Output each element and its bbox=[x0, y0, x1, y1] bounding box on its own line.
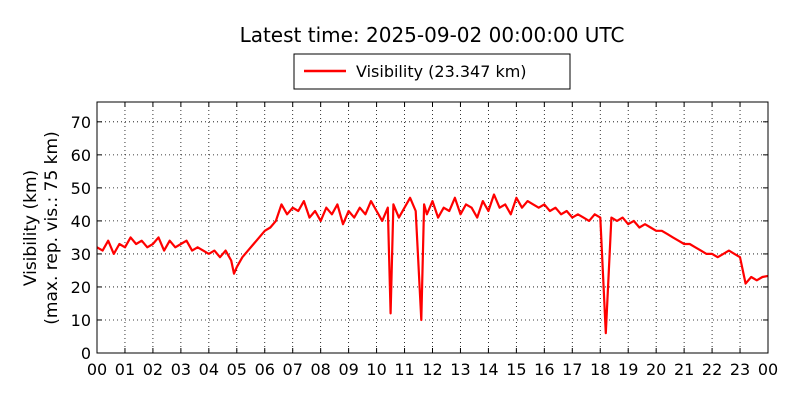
x-tick-label: 12 bbox=[422, 360, 442, 379]
x-tick-label: 09 bbox=[338, 360, 358, 379]
x-tick-label: 03 bbox=[171, 360, 191, 379]
x-tick-label: 00 bbox=[758, 360, 778, 379]
x-tick-label: 11 bbox=[394, 360, 414, 379]
y-tick-label: 60 bbox=[71, 146, 91, 165]
x-tick-label: 00 bbox=[87, 360, 107, 379]
legend-label: Visibility (23.347 km) bbox=[356, 62, 527, 81]
legend: Visibility (23.347 km) bbox=[293, 53, 571, 90]
y-tick-label: 40 bbox=[71, 212, 91, 231]
chart-title: Latest time: 2025-09-02 00:00:00 UTC bbox=[240, 23, 625, 47]
x-tick-label: 06 bbox=[255, 360, 275, 379]
y-tick-label: 10 bbox=[71, 311, 91, 330]
plot-frame bbox=[96, 101, 769, 354]
x-tick-label: 15 bbox=[506, 360, 526, 379]
series-line-visibility bbox=[96, 193, 769, 335]
x-tick-label: 20 bbox=[646, 360, 666, 379]
y-tick-label: 20 bbox=[71, 278, 91, 297]
x-tick-label: 17 bbox=[562, 360, 582, 379]
x-tick-label: 02 bbox=[143, 360, 163, 379]
x-tick-label: 07 bbox=[283, 360, 303, 379]
x-tick-label: 01 bbox=[115, 360, 135, 379]
x-tick-label: 22 bbox=[702, 360, 722, 379]
y-tick-label: 0 bbox=[81, 344, 91, 363]
x-tick-label: 05 bbox=[227, 360, 247, 379]
y-tick-label: 50 bbox=[71, 179, 91, 198]
x-tick-label: 08 bbox=[310, 360, 330, 379]
y-axis-label: Visibility (km) bbox=[21, 170, 41, 286]
y-axis-label-sub: (max. rep. vis.: 75 km) bbox=[42, 131, 62, 324]
y-tick-labels: 0 10 20 30 40 50 60 70 bbox=[71, 113, 91, 363]
x-tick-label: 19 bbox=[618, 360, 638, 379]
x-tick-label: 13 bbox=[450, 360, 470, 379]
x-tick-labels: 00 01 02 03 04 05 06 07 08 09 10 11 12 13 14 15 16 17 18 19… bbox=[87, 360, 778, 379]
x-tick-label: 04 bbox=[199, 360, 219, 379]
ticks bbox=[96, 102, 769, 354]
series-layer bbox=[96, 193, 769, 335]
x-tick-label: 21 bbox=[674, 360, 694, 379]
grid bbox=[96, 102, 769, 354]
x-tick-label: 18 bbox=[590, 360, 610, 379]
y-tick-label: 70 bbox=[71, 113, 91, 132]
x-tick-label: 23 bbox=[730, 360, 750, 379]
x-tick-label: 16 bbox=[534, 360, 554, 379]
x-tick-label: 14 bbox=[478, 360, 498, 379]
y-tick-label: 30 bbox=[71, 245, 91, 264]
x-tick-label: 10 bbox=[366, 360, 386, 379]
